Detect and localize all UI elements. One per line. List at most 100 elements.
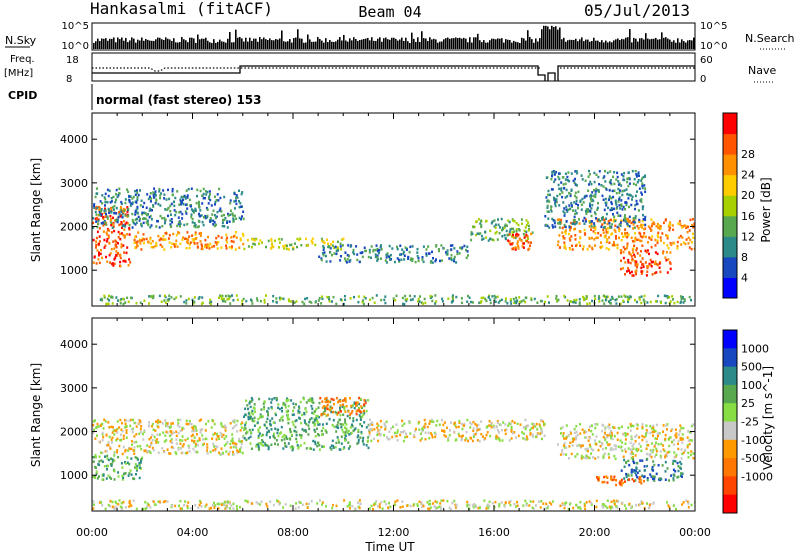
echo-cell (171, 504, 173, 507)
echo-cell (198, 503, 201, 507)
echo-cell (610, 431, 613, 435)
echo-cell (574, 244, 577, 247)
echo-cell (174, 451, 177, 454)
echo-cell (98, 424, 101, 427)
echo-cell (217, 435, 220, 438)
echo-cell (169, 204, 172, 208)
colorbar-tick-label: -500 (741, 452, 766, 465)
echo-cell (187, 187, 190, 191)
echo-cell (553, 219, 556, 223)
echo-cell (315, 407, 318, 411)
nsky-bar (641, 38, 643, 49)
echo-cell (156, 433, 159, 436)
echo-cell (199, 501, 202, 504)
echo-cell (121, 226, 123, 229)
echo-cell (623, 465, 626, 468)
echo-cell (287, 442, 290, 445)
echo-cell (93, 428, 96, 432)
echo-cell (683, 299, 686, 302)
echo-cell (669, 241, 672, 245)
echo-cell (279, 298, 282, 301)
echo-cell (617, 200, 620, 203)
echo-cell (111, 441, 113, 444)
echo-cell (141, 211, 144, 214)
echo-cell (620, 204, 623, 208)
echo-cell (105, 214, 108, 217)
echo-cell (181, 212, 184, 216)
echo-cell (594, 423, 597, 426)
nsky-bar (157, 37, 159, 49)
echo-cell (672, 228, 675, 231)
echo-cell (281, 410, 283, 413)
echo-cell (426, 425, 429, 429)
echo-cell (190, 423, 193, 426)
echo-cell (230, 240, 233, 243)
echo-cell (112, 426, 114, 429)
nsky-bar (245, 37, 247, 49)
nsky-bar (147, 39, 149, 49)
echo-cell (609, 226, 612, 229)
echo-cell (424, 431, 427, 434)
nsky-bar (543, 25, 545, 49)
nsky-bar (597, 40, 599, 49)
nsky-bar (407, 41, 409, 49)
echo-cell (344, 439, 346, 442)
echo-cell (135, 200, 138, 203)
velocity-ylabel: Slant Range [km] (29, 363, 43, 467)
nsky-bar (255, 38, 257, 49)
echo-cell (196, 194, 198, 198)
echo-cell (503, 226, 506, 230)
echo-cell (173, 209, 176, 212)
nsky-bar (357, 40, 359, 49)
echo-cell (639, 239, 642, 242)
nsky-tick-top: 10^5 (62, 21, 89, 32)
echo-cell (598, 440, 601, 443)
echo-cell (155, 198, 158, 201)
echo-cell (483, 499, 486, 502)
echo-cell (227, 453, 230, 456)
echo-cell (185, 189, 188, 192)
echo-cell (383, 298, 386, 302)
echo-cell (510, 437, 513, 440)
echo-cell (507, 424, 510, 427)
echo-cell (546, 200, 549, 203)
echo-cell (221, 221, 224, 224)
echo-cell (560, 189, 563, 192)
nsky-bar (467, 42, 469, 49)
echo-cell (104, 507, 107, 511)
echo-cell (579, 423, 581, 426)
echo-cell (105, 433, 108, 436)
echo-cell (465, 437, 468, 440)
echo-cell (321, 239, 323, 243)
nsky-bar (495, 39, 497, 49)
echo-cell (303, 419, 306, 422)
echo-cell (164, 238, 167, 241)
echo-cell (576, 172, 579, 175)
nsky-bar (149, 40, 151, 49)
echo-cell (270, 428, 273, 431)
echo-cell (160, 192, 163, 195)
echo-cell (363, 399, 366, 402)
echo-cell (649, 454, 652, 458)
echo-cell (215, 199, 218, 202)
echo-cell (672, 459, 675, 463)
echo-cell (638, 218, 641, 222)
echo-cell (93, 206, 96, 210)
nsky-bar (249, 37, 251, 49)
echo-cell (342, 237, 345, 241)
echo-cell (151, 240, 154, 243)
echo-cell (226, 221, 228, 224)
echo-cell (602, 294, 605, 297)
echo-cell (358, 402, 361, 406)
nsky-bar (187, 42, 189, 49)
echo-cell (353, 402, 356, 405)
echo-cell (574, 455, 577, 458)
echo-cell (671, 224, 674, 227)
echo-cell (622, 256, 625, 260)
echo-cell (332, 398, 335, 402)
echo-cell (118, 192, 121, 195)
echo-cell (151, 446, 154, 450)
echo-cell (573, 215, 576, 219)
echo-cell (607, 198, 610, 202)
echo-cell (335, 249, 338, 253)
